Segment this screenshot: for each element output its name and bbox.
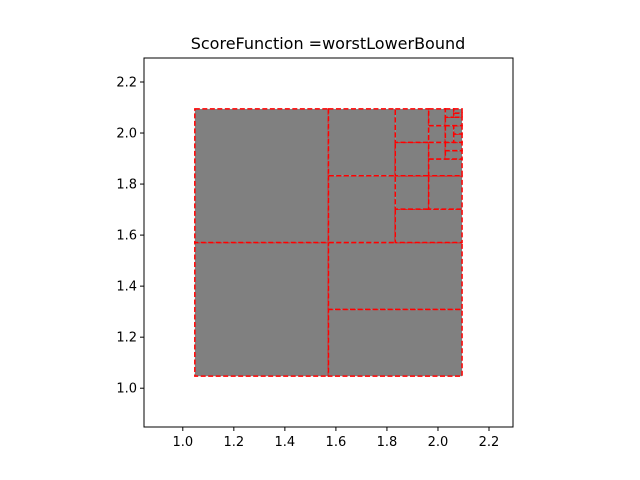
partition-box-17 xyxy=(444,124,455,144)
x-tick-label: 1.6 xyxy=(326,435,347,450)
partition-box-21 xyxy=(444,108,455,119)
y-axis: 1.0 1.2 1.4 1.6 1.8 2.0 2.2 xyxy=(116,75,144,397)
partition-box-2 xyxy=(327,308,463,377)
x-tick-label: 1.8 xyxy=(377,435,398,450)
partition-box-19 xyxy=(452,124,463,135)
y-tick-label: 2.2 xyxy=(116,75,137,90)
partition-box-13 xyxy=(444,149,463,160)
x-tick-label: 1.2 xyxy=(223,435,244,450)
partition-box-14 xyxy=(444,141,463,152)
x-tick-label: 1.0 xyxy=(172,435,193,450)
y-tick-label: 1.2 xyxy=(116,331,137,346)
y-tick-label: 1.0 xyxy=(116,382,137,397)
x-tick-label: 1.4 xyxy=(275,435,296,450)
partition-box-7 xyxy=(394,174,430,210)
partition-box-3 xyxy=(327,241,463,311)
partition-box-18 xyxy=(452,133,463,144)
y-tick-label: 1.8 xyxy=(116,178,137,193)
x-axis: 1.0 1.2 1.4 1.6 1.8 2.0 2.2 xyxy=(172,427,499,450)
y-tick-label: 1.4 xyxy=(116,280,137,295)
partition-box-11 xyxy=(427,158,463,177)
partition-box-20 xyxy=(444,116,463,127)
chart-title: ScoreFunction =worstLowerBound xyxy=(191,34,466,53)
partition-box-4 xyxy=(327,174,397,244)
y-tick-label: 1.6 xyxy=(116,229,137,244)
partition-box-12 xyxy=(427,141,447,160)
partition-box-16 xyxy=(427,108,447,127)
x-tick-label: 2.0 xyxy=(428,435,449,450)
partition-box-1 xyxy=(194,108,330,244)
partition-box-6 xyxy=(394,208,463,244)
partition-box-5 xyxy=(327,108,397,177)
partition-box-23 xyxy=(452,108,463,114)
x-tick-label: 2.2 xyxy=(479,435,500,450)
partition-box-8 xyxy=(427,174,463,210)
partition-box-0 xyxy=(194,241,330,377)
partition-box-9 xyxy=(394,141,430,177)
y-tick-label: 2.0 xyxy=(116,127,137,142)
partition-box-10 xyxy=(394,108,430,144)
partition-box-15 xyxy=(427,124,447,144)
boxes-layer xyxy=(194,108,463,377)
axes-frame xyxy=(143,57,514,428)
